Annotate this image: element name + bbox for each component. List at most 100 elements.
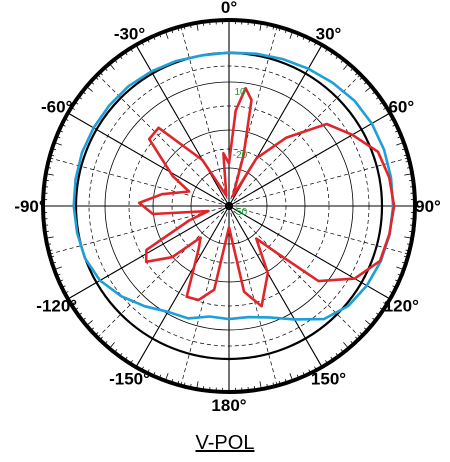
tick-mark — [308, 38, 311, 43]
tick-mark — [379, 307, 384, 311]
tick-mark — [392, 285, 397, 288]
spoke-line — [228, 205, 323, 368]
tick-mark — [124, 51, 128, 56]
tick-mark — [158, 33, 162, 38]
tick-mark — [372, 91, 376, 95]
tick-mark — [48, 160, 53, 163]
tick-mark — [325, 360, 328, 364]
angle-label: 60° — [388, 98, 414, 117]
spoke-line-dashed — [228, 205, 409, 255]
tick-mark — [314, 41, 317, 46]
tick-mark — [109, 342, 115, 349]
tick-mark — [355, 336, 359, 341]
tick-mark — [359, 76, 364, 80]
chart-title: V-POL — [196, 432, 255, 454]
tick-mark — [335, 55, 339, 59]
tick-mark — [56, 135, 61, 139]
tick-mark — [278, 380, 281, 385]
tick-mark — [71, 302, 75, 305]
tick-mark — [56, 273, 61, 277]
tick-mark — [171, 378, 174, 384]
tick-mark — [45, 236, 54, 239]
tick-mark — [74, 101, 79, 105]
ring-label: 10 — [234, 87, 246, 98]
ring-label-group: 10 -20 -50 — [233, 87, 248, 218]
tick-mark — [278, 27, 281, 32]
tick-mark — [61, 124, 66, 127]
tick-mark — [183, 382, 186, 387]
tick-mark — [296, 374, 300, 379]
tick-mark — [409, 179, 414, 182]
tick-mark — [284, 28, 287, 34]
tick-mark — [90, 81, 95, 85]
tick-mark — [405, 249, 410, 252]
tick-mark — [74, 307, 79, 311]
tick-mark — [196, 381, 199, 390]
tick-mark — [405, 160, 410, 163]
angle-label: 180° — [211, 396, 246, 415]
tick-mark — [189, 383, 192, 389]
tick-mark — [147, 369, 150, 374]
tick-mark — [71, 107, 75, 110]
tick-mark — [152, 35, 156, 40]
tick-mark — [343, 63, 349, 70]
tick-mark — [99, 71, 103, 76]
tick-mark — [67, 294, 76, 300]
tick-mark — [54, 266, 62, 270]
tick-mark — [350, 340, 354, 345]
tick-mark — [340, 349, 344, 353]
tick-mark — [259, 22, 262, 31]
tick-mark — [94, 76, 99, 80]
tick-mark — [289, 373, 293, 381]
spoke-line — [228, 112, 391, 207]
tick-mark — [363, 81, 368, 85]
spoke-line — [135, 205, 230, 368]
spoke-line — [228, 205, 391, 300]
tick-mark — [403, 255, 408, 258]
tick-mark — [51, 148, 57, 151]
tick-mark — [365, 320, 372, 326]
tick-mark — [196, 22, 199, 31]
tick-mark — [135, 359, 141, 368]
tick-mark — [350, 67, 354, 72]
tick-mark — [158, 374, 162, 379]
tick-mark — [130, 360, 133, 364]
tick-mark — [355, 71, 359, 76]
angle-label: 30° — [316, 25, 342, 44]
tick-mark — [397, 135, 402, 139]
tick-mark — [401, 148, 407, 151]
tick-mark — [90, 327, 95, 331]
tick-mark — [396, 142, 404, 146]
tick-mark — [202, 21, 205, 26]
tick-mark — [401, 261, 407, 264]
tick-mark — [44, 179, 49, 182]
tick-mark — [165, 373, 169, 381]
tick-mark — [147, 38, 150, 43]
tick-mark — [340, 59, 344, 63]
tick-mark — [135, 44, 141, 53]
tick-mark — [392, 124, 397, 127]
polar-grid — [41, 18, 417, 394]
tick-mark — [48, 249, 53, 252]
tick-mark — [177, 27, 180, 32]
tick-mark — [78, 96, 82, 100]
tick-mark — [114, 59, 118, 63]
tick-mark — [141, 366, 144, 371]
tick-mark — [314, 366, 317, 371]
tick-mark — [376, 96, 380, 100]
tick-mark — [403, 154, 408, 157]
tick-mark — [317, 359, 323, 368]
series-2-trace — [137, 86, 396, 308]
spoke-line-dashed — [228, 74, 361, 207]
ring-label: -50 — [233, 207, 248, 218]
tick-mark — [253, 386, 256, 391]
tick-mark — [272, 25, 275, 30]
tick-mark — [78, 312, 82, 316]
tick-mark — [382, 294, 391, 300]
tick-mark — [343, 342, 349, 349]
tick-mark — [302, 372, 306, 377]
tick-mark — [317, 44, 323, 53]
tick-mark — [325, 48, 328, 52]
angle-label: 0° — [221, 0, 237, 17]
